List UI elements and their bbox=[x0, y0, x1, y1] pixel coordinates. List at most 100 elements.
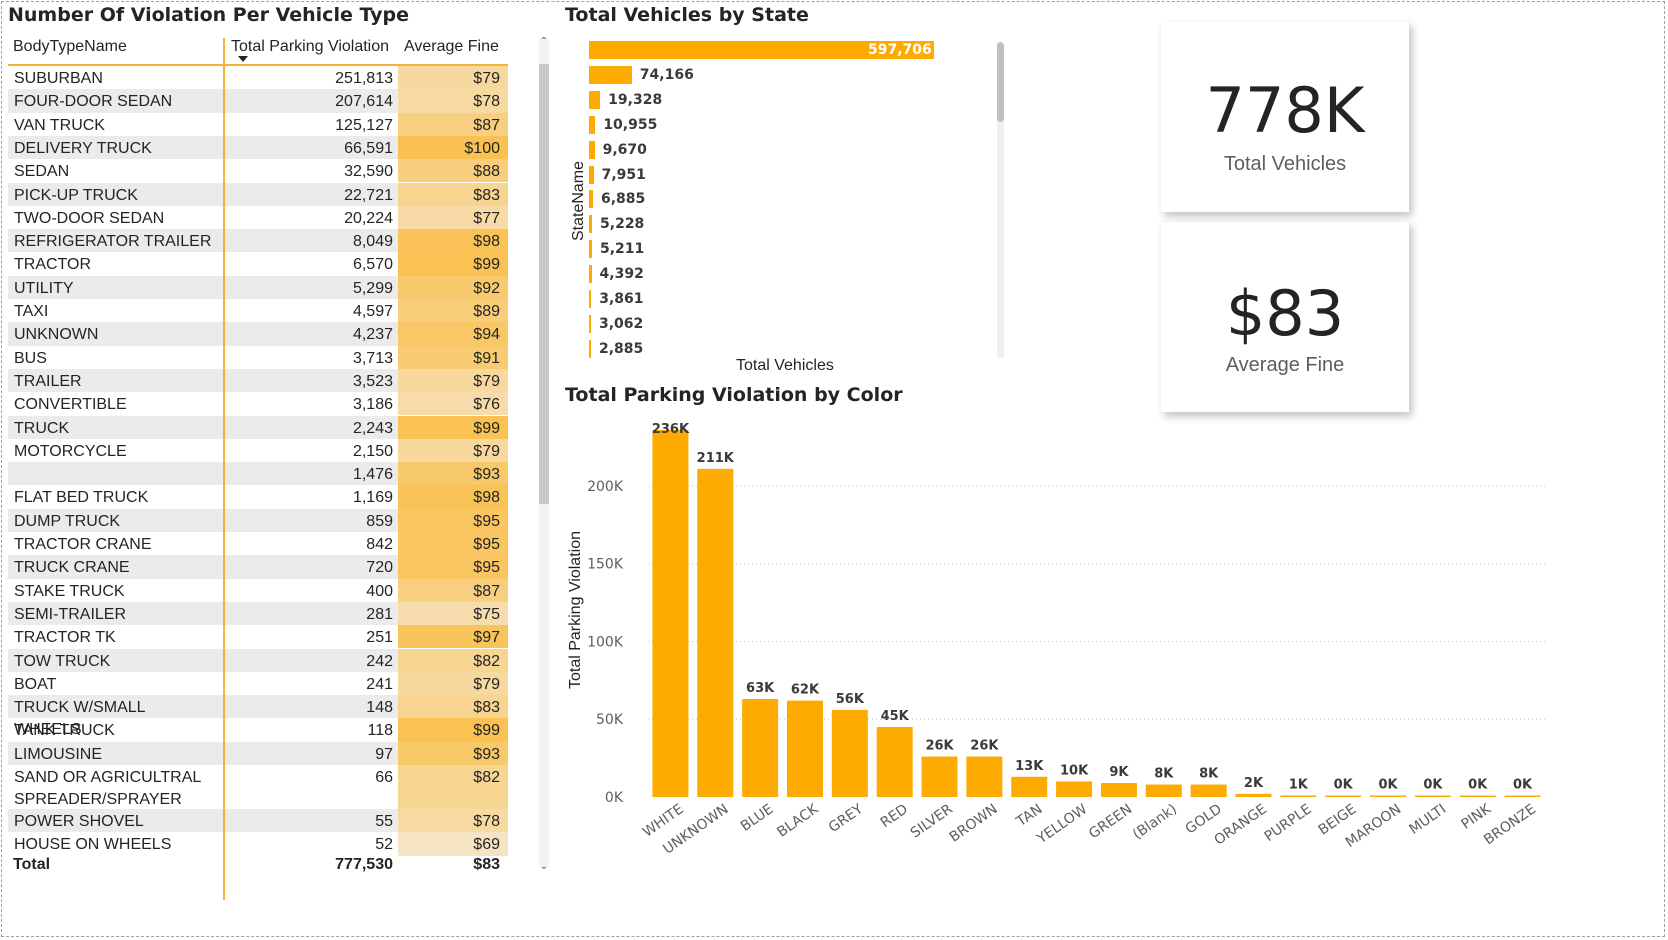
cell-average-fine: $91 bbox=[398, 345, 508, 369]
table-row[interactable]: TRUCK CRANE 720 $95 bbox=[8, 555, 508, 579]
color-bar[interactable] bbox=[786, 700, 823, 797]
table-row[interactable]: MOTORCYCLE 2,150 $79 bbox=[8, 438, 508, 463]
state-bar[interactable] bbox=[589, 165, 594, 184]
table-row[interactable]: FLAT BED TRUCK 1,169 $98 bbox=[8, 485, 508, 509]
table-row[interactable]: TANK TRUCK 118 $99 bbox=[8, 718, 508, 742]
table-row[interactable]: DELIVERY TRUCK 66,591 $100 bbox=[8, 135, 508, 160]
color-bar[interactable] bbox=[697, 468, 734, 797]
state-bar[interactable] bbox=[589, 190, 593, 209]
color-bar[interactable] bbox=[831, 709, 868, 797]
x-tick-label: PURPLE bbox=[1262, 801, 1315, 845]
header-average-fine[interactable]: Average Fine bbox=[404, 38, 499, 55]
table-row[interactable]: POWER SHOVEL 55 $78 bbox=[8, 809, 508, 833]
cell-violations: 3,186 bbox=[352, 396, 393, 414]
color-bar-label: 211K bbox=[697, 451, 735, 466]
cell-violations: 251 bbox=[366, 629, 393, 647]
state-bar[interactable] bbox=[589, 240, 592, 259]
table-row[interactable]: SAND OR AGRICULTRAL SPREADER/SPRAYER 66 $8… bbox=[8, 765, 508, 809]
table-row[interactable]: SEDAN 32,590 $88 bbox=[8, 159, 508, 183]
table-row[interactable]: TWO-DOOR SEDAN 20,224 $77 bbox=[8, 205, 508, 230]
table-scroll-thumb[interactable] bbox=[539, 64, 549, 504]
color-bar[interactable] bbox=[652, 430, 689, 797]
color-bar-label: 0K bbox=[1423, 778, 1443, 793]
table-row[interactable]: PICK-UP TRUCK 22,721 $83 bbox=[8, 182, 508, 206]
state-bar-label: 5,228 bbox=[600, 216, 645, 233]
table-scrollbar[interactable]: ⌃ ⌄ bbox=[539, 36, 549, 872]
state-bar[interactable] bbox=[589, 314, 591, 333]
state-bar[interactable] bbox=[589, 41, 934, 59]
cell-average-fine: $79 bbox=[398, 438, 508, 463]
color-bar[interactable] bbox=[966, 756, 1003, 797]
scroll-up-icon[interactable]: ⌃ bbox=[539, 36, 549, 47]
table-row[interactable]: TRACTOR TK 251 $97 bbox=[8, 625, 508, 649]
state-bar[interactable] bbox=[589, 339, 591, 358]
color-bar[interactable] bbox=[1280, 795, 1317, 797]
state-bar[interactable] bbox=[589, 90, 601, 109]
table-row[interactable]: TRACTOR CRANE 842 $95 bbox=[8, 532, 508, 556]
cell-bodytype: FLAT BED TRUCK bbox=[14, 489, 149, 507]
table-row[interactable]: UNKNOWN 4,237 $94 bbox=[8, 322, 508, 346]
table-row[interactable]: STAKE TRUCK 400 $87 bbox=[8, 578, 508, 602]
table-row[interactable]: 1,476 $93 bbox=[8, 462, 508, 486]
cell-average-fine: $88 bbox=[398, 159, 508, 183]
color-bar[interactable] bbox=[921, 756, 958, 797]
cell-bodytype: CONVERTIBLE bbox=[14, 396, 127, 414]
table-row[interactable]: LIMOUSINE 97 $93 bbox=[8, 741, 508, 765]
table-row[interactable]: UTILITY 5,299 $92 bbox=[8, 275, 508, 299]
color-bar[interactable] bbox=[1504, 795, 1541, 798]
color-bar[interactable] bbox=[1056, 781, 1093, 797]
cell-average-fine: $93 bbox=[398, 741, 508, 765]
sort-desc-icon[interactable] bbox=[238, 56, 248, 62]
cell-bodytype: DUMP TRUCK bbox=[14, 512, 121, 530]
color-bar-label: 0K bbox=[1334, 778, 1354, 793]
table-row[interactable]: SUBURBAN 251,813 $79 bbox=[8, 66, 508, 90]
state-bar[interactable] bbox=[589, 115, 596, 134]
state-bar[interactable] bbox=[589, 215, 593, 234]
table-row[interactable]: VAN TRUCK 125,127 $87 bbox=[8, 112, 508, 136]
state-bar[interactable] bbox=[589, 140, 595, 159]
color-bar[interactable] bbox=[1100, 783, 1137, 797]
cell-average-fine: $87 bbox=[398, 578, 508, 602]
x-tick-label: BROWN bbox=[947, 801, 1001, 845]
color-bar[interactable] bbox=[1190, 784, 1227, 797]
table-row[interactable]: HOUSE ON WHEELS 52 $69 bbox=[8, 832, 508, 856]
state-chart-scrollbar[interactable] bbox=[997, 42, 1004, 358]
color-bar[interactable] bbox=[1414, 795, 1451, 798]
table-row[interactable]: FOUR-DOOR SEDAN 207,614 $78 bbox=[8, 89, 508, 113]
table-row[interactable]: REFRIGERATOR TRAILER 8,049 $98 bbox=[8, 229, 508, 253]
color-bar[interactable] bbox=[1145, 784, 1182, 797]
table-row[interactable]: TRUCK 2,243 $99 bbox=[8, 415, 508, 439]
x-tick-label: WHITE bbox=[640, 801, 687, 840]
cell-bodytype: TRACTOR CRANE bbox=[14, 536, 152, 553]
state-scroll-thumb[interactable] bbox=[997, 42, 1004, 122]
cell-bodytype: TANK TRUCK bbox=[14, 722, 115, 740]
x-tick-label: GOLD bbox=[1183, 801, 1225, 837]
cell-bodytype: REFRIGERATOR TRAILER bbox=[14, 233, 212, 251]
table-row[interactable]: TRACTOR 6,570 $99 bbox=[8, 252, 508, 276]
color-bar[interactable] bbox=[1370, 795, 1407, 798]
table-row[interactable]: BUS 3,713 $91 bbox=[8, 345, 508, 369]
table-row[interactable]: TOW TRUCK 242 $82 bbox=[8, 648, 508, 672]
table-row[interactable]: SEMI-TRAILER 281 $75 bbox=[8, 601, 508, 626]
table-row[interactable]: TRUCK W/SMALL WHEELS 148 $83 bbox=[8, 695, 508, 738]
header-total-violation[interactable]: Total Parking Violation bbox=[231, 38, 390, 55]
color-bar[interactable] bbox=[1011, 776, 1048, 797]
table-row[interactable]: DUMP TRUCK 859 $95 bbox=[8, 508, 508, 532]
header-bodytype[interactable]: BodyTypeName bbox=[13, 38, 127, 55]
color-bar[interactable] bbox=[1325, 795, 1362, 798]
table-row[interactable]: TRAILER 3,523 $79 bbox=[8, 368, 508, 393]
state-bar[interactable] bbox=[589, 290, 592, 308]
color-bar[interactable] bbox=[1459, 795, 1496, 798]
color-bar[interactable] bbox=[876, 727, 913, 797]
scroll-down-icon[interactable]: ⌄ bbox=[539, 861, 549, 872]
table-row[interactable]: BOAT 241 $79 bbox=[8, 671, 508, 696]
state-bar[interactable] bbox=[589, 65, 632, 84]
color-bar[interactable] bbox=[1235, 793, 1272, 797]
state-bar[interactable] bbox=[589, 265, 592, 284]
table-row[interactable]: CONVERTIBLE 3,186 $76 bbox=[8, 392, 508, 416]
table-row[interactable]: TAXI 4,597 $89 bbox=[8, 299, 508, 323]
cell-violations: 207,614 bbox=[335, 93, 393, 111]
color-bar-label: 236K bbox=[652, 422, 690, 437]
y-tick-label: 50K bbox=[596, 712, 624, 728]
color-bar[interactable] bbox=[742, 699, 779, 797]
